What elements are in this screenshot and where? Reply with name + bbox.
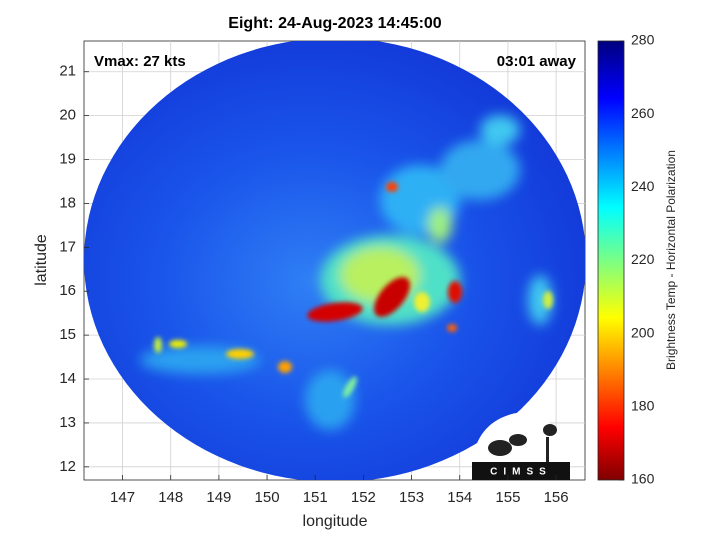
colorbar-tick-label: 240	[631, 178, 655, 194]
colorbar-label: Brightness Temp - Horizontal Polarizatio…	[664, 150, 678, 370]
y-tick-label: 19	[59, 150, 76, 167]
x-tick-label: 153	[399, 489, 424, 506]
x-axis-label: longitude	[303, 513, 368, 530]
y-tick-label: 20	[59, 107, 76, 124]
y-tick-label: 13	[59, 414, 76, 431]
brightness-image	[84, 41, 585, 480]
annotation: Vmax: 27 kts	[94, 53, 186, 70]
x-tick-label: 150	[255, 489, 280, 506]
colorbar-tick-label: 160	[631, 471, 655, 487]
cimss-logo: CIMSS	[472, 412, 570, 480]
colorbar-tick-label: 200	[631, 324, 655, 340]
y-tick-label: 17	[59, 238, 76, 255]
colorbar-tick-label: 180	[631, 398, 655, 414]
colorbar-tick-label: 220	[631, 251, 655, 267]
x-tick-label: 148	[158, 489, 183, 506]
y-tick-label: 21	[59, 63, 76, 80]
colorbar	[597, 40, 625, 481]
y-tick-label: 16	[59, 282, 76, 299]
y-tick-label: 12	[59, 458, 76, 475]
x-tick-label: 156	[544, 489, 569, 506]
y-axis-label: latitude	[33, 234, 50, 286]
logo-text: CIMSS	[490, 467, 552, 478]
x-tick-label: 147	[110, 489, 135, 506]
y-tick-label: 14	[59, 370, 76, 387]
x-tick-label: 155	[495, 489, 520, 506]
x-tick-label: 154	[447, 489, 472, 506]
x-tick-label: 149	[206, 489, 231, 506]
colorbar-tick-label: 260	[631, 105, 655, 121]
colorbar-tick-label: 280	[631, 32, 655, 48]
annotation: 03:01 away	[497, 53, 577, 70]
y-tick-label: 15	[59, 326, 76, 343]
y-tick-label: 18	[59, 194, 76, 211]
x-tick-label: 151	[303, 489, 328, 506]
axes: 147 148 149 150 151 152 153 154 155 156 12 13 14 15 16…	[59, 32, 654, 506]
x-tick-label: 152	[351, 489, 376, 506]
chart-title: Eight: 24-Aug-2023 14:45:00	[228, 15, 442, 32]
